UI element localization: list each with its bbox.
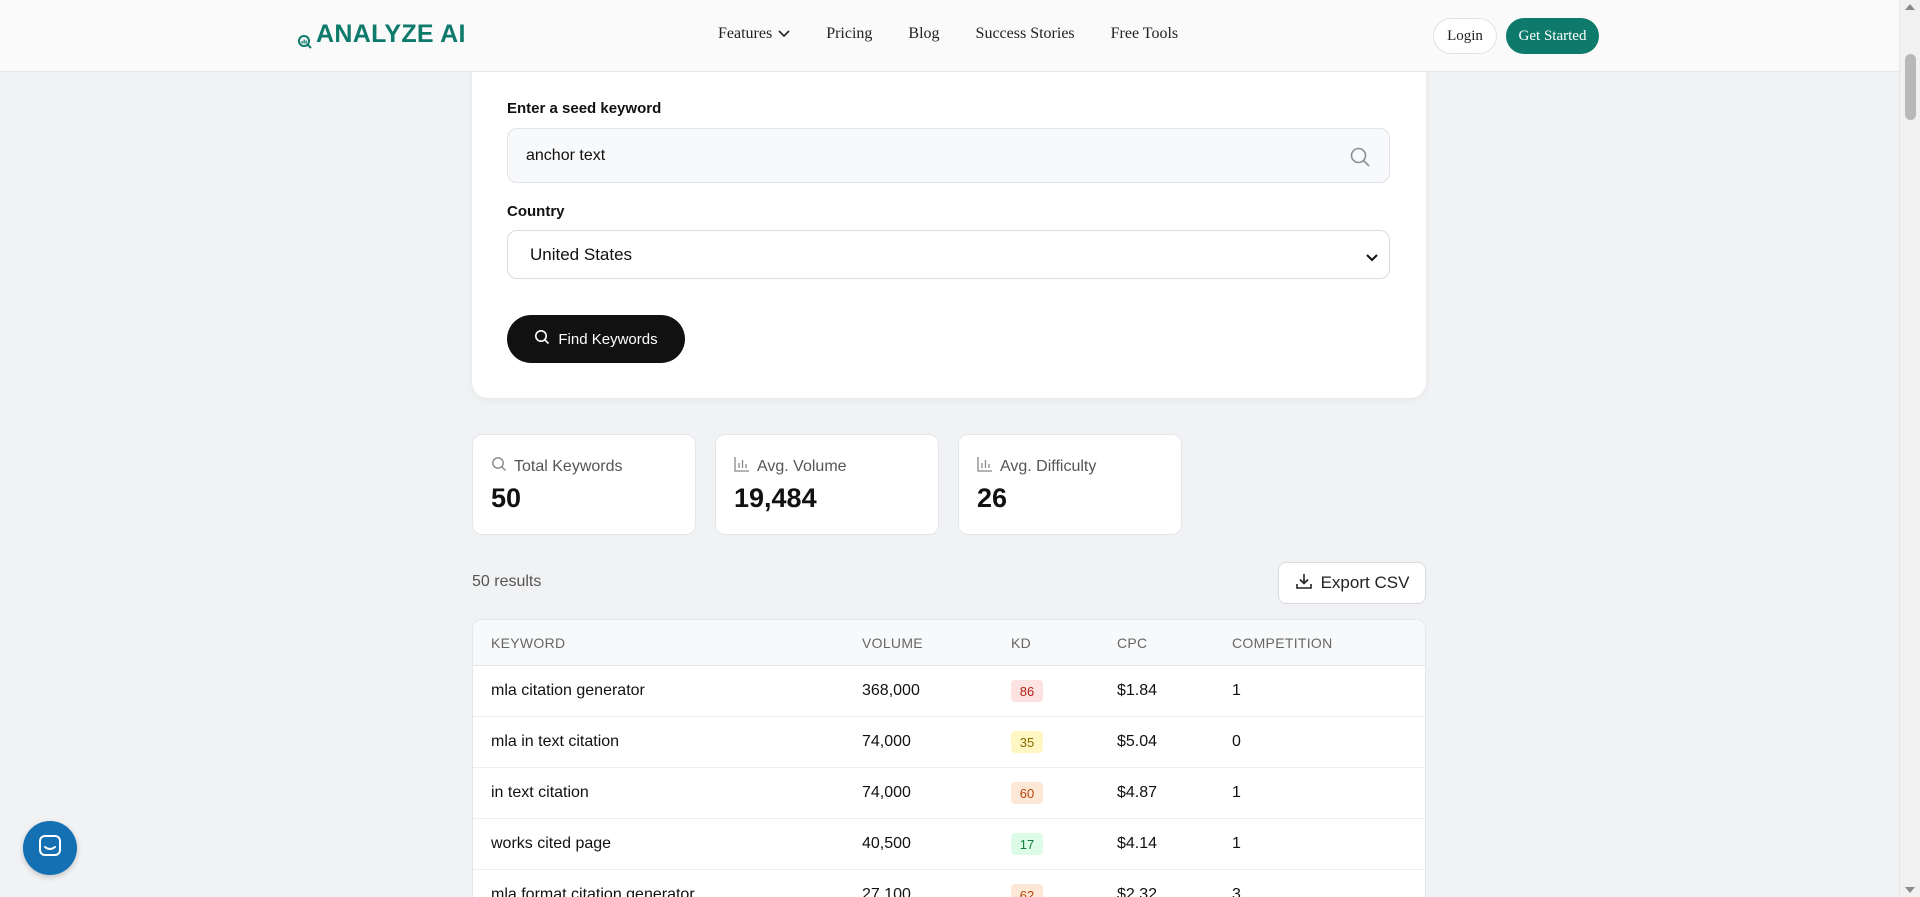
stat-value: 50 bbox=[491, 483, 522, 513]
seed-keyword-input[interactable] bbox=[508, 129, 1389, 182]
cell-competition: 1 bbox=[1232, 784, 1241, 801]
bar-chart-icon bbox=[977, 456, 993, 477]
cell-keyword: mla format citation generator bbox=[491, 886, 695, 897]
page-scrollbar[interactable] bbox=[1899, 0, 1920, 897]
top-navigation: ANALYZE AI Features Pricing Blog Success… bbox=[0, 0, 1899, 72]
cell-volume: 74,000 bbox=[862, 784, 911, 801]
scrollbar-thumb[interactable] bbox=[1905, 54, 1916, 120]
cell-keyword: mla citation generator bbox=[491, 682, 645, 699]
kd-badge: 60 bbox=[1011, 782, 1043, 804]
cell-volume: 368,000 bbox=[862, 682, 920, 699]
seed-keyword-field[interactable] bbox=[507, 128, 1390, 183]
table-row[interactable]: works cited page 40,500 17 $4.14 1 bbox=[473, 819, 1425, 870]
chat-icon bbox=[37, 833, 63, 864]
nav-link-success-stories[interactable]: Success Stories bbox=[975, 25, 1075, 42]
cell-competition: 0 bbox=[1232, 733, 1241, 750]
stat-label: Avg. Difficulty bbox=[1000, 457, 1097, 475]
nav-link-blog[interactable]: Blog bbox=[908, 25, 940, 42]
nav-link-free-tools[interactable]: Free Tools bbox=[1110, 25, 1179, 42]
cell-competition: 1 bbox=[1232, 682, 1241, 699]
cell-keyword: mla in text citation bbox=[491, 733, 620, 750]
country-label: Country bbox=[507, 203, 565, 220]
results-count: 50 results bbox=[472, 573, 542, 590]
stat-value: 26 bbox=[977, 483, 1008, 513]
stat-label: Total Keywords bbox=[514, 457, 623, 475]
nav-link-pricing[interactable]: Pricing bbox=[826, 25, 873, 42]
cell-keyword: works cited page bbox=[491, 835, 612, 852]
column-header-volume[interactable]: VOLUME bbox=[862, 635, 923, 651]
table-row[interactable]: mla in text citation 74,000 35 $5.04 0 bbox=[473, 717, 1425, 768]
brand-logo[interactable]: ANALYZE AI bbox=[297, 20, 466, 49]
table-row[interactable]: in text citation 74,000 60 $4.87 1 bbox=[473, 768, 1425, 819]
column-header-cpc[interactable]: CPC bbox=[1117, 635, 1148, 651]
kd-badge: 86 bbox=[1011, 680, 1043, 702]
keyword-search-card: Enter a seed keyword Country United Stat… bbox=[472, 58, 1426, 398]
scroll-down-arrow-icon[interactable] bbox=[1905, 887, 1915, 893]
get-started-button[interactable]: Get Started bbox=[1506, 18, 1599, 54]
cell-cpc: $5.04 bbox=[1117, 733, 1158, 750]
country-selected-value: United States bbox=[530, 244, 633, 264]
column-header-keyword[interactable]: KEYWORD bbox=[491, 635, 566, 651]
cell-volume: 74,000 bbox=[862, 733, 911, 750]
find-keywords-label: Find Keywords bbox=[558, 330, 658, 348]
kd-badge: 62 bbox=[1011, 884, 1043, 897]
download-icon bbox=[1295, 572, 1313, 595]
export-csv-button[interactable]: Export CSV bbox=[1278, 562, 1426, 604]
table-header: KEYWORD VOLUME KD CPC COMPETITION bbox=[473, 620, 1425, 666]
chevron-down-icon bbox=[778, 30, 790, 38]
cell-volume: 27,100 bbox=[862, 886, 911, 897]
nav-link-label: Features bbox=[718, 25, 773, 42]
stat-avg-volume: Avg. Volume 19,484 bbox=[715, 434, 939, 535]
table-row[interactable]: mla citation generator 368,000 86 $1.84 1 bbox=[473, 666, 1425, 717]
export-csv-label: Export CSV bbox=[1320, 573, 1410, 592]
scroll-up-arrow-icon[interactable] bbox=[1905, 4, 1915, 10]
column-header-competition[interactable]: COMPETITION bbox=[1232, 635, 1333, 651]
cell-cpc: $1.84 bbox=[1117, 682, 1158, 699]
bar-chart-icon bbox=[734, 456, 750, 477]
column-header-kd[interactable]: KD bbox=[1011, 635, 1032, 651]
login-button[interactable]: Login bbox=[1433, 18, 1497, 54]
chat-launcher-button[interactable] bbox=[23, 821, 77, 875]
cell-keyword: in text citation bbox=[491, 784, 589, 801]
cell-cpc: $2.32 bbox=[1117, 886, 1158, 897]
stat-total-keywords: Total Keywords 50 bbox=[472, 434, 696, 535]
nav-link-features[interactable]: Features bbox=[718, 25, 790, 43]
cell-cpc: $4.14 bbox=[1117, 835, 1158, 852]
keywords-table: KEYWORD VOLUME KD CPC COMPETITION mla ci… bbox=[472, 619, 1426, 897]
cell-competition: 1 bbox=[1232, 835, 1241, 852]
find-keywords-button[interactable]: Find Keywords bbox=[507, 315, 685, 363]
stat-value: 19,484 bbox=[734, 483, 817, 513]
cell-competition: 3 bbox=[1232, 886, 1241, 897]
search-icon bbox=[491, 456, 507, 477]
search-icon bbox=[534, 329, 550, 349]
stat-avg-difficulty: Avg. Difficulty 26 bbox=[958, 434, 1182, 535]
logo-mark-icon bbox=[297, 27, 313, 49]
country-select[interactable]: United States bbox=[507, 230, 1390, 279]
nav-links: Features Pricing Blog Success Stories Fr… bbox=[718, 25, 1178, 43]
seed-keyword-label: Enter a seed keyword bbox=[507, 100, 662, 117]
stat-label: Avg. Volume bbox=[757, 457, 847, 475]
chevron-down-icon bbox=[1365, 248, 1379, 268]
brand-name: ANALYZE AI bbox=[316, 20, 466, 48]
search-icon[interactable] bbox=[1349, 146, 1371, 173]
table-body: mla citation generator 368,000 86 $1.84 1 mla… bbox=[473, 666, 1425, 897]
table-row[interactable]: mla format citation generator 27,100 62 $2.… bbox=[473, 870, 1425, 897]
cell-cpc: $4.87 bbox=[1117, 784, 1158, 801]
cell-volume: 40,500 bbox=[862, 835, 911, 852]
kd-badge: 17 bbox=[1011, 833, 1043, 855]
kd-badge: 35 bbox=[1011, 731, 1043, 753]
